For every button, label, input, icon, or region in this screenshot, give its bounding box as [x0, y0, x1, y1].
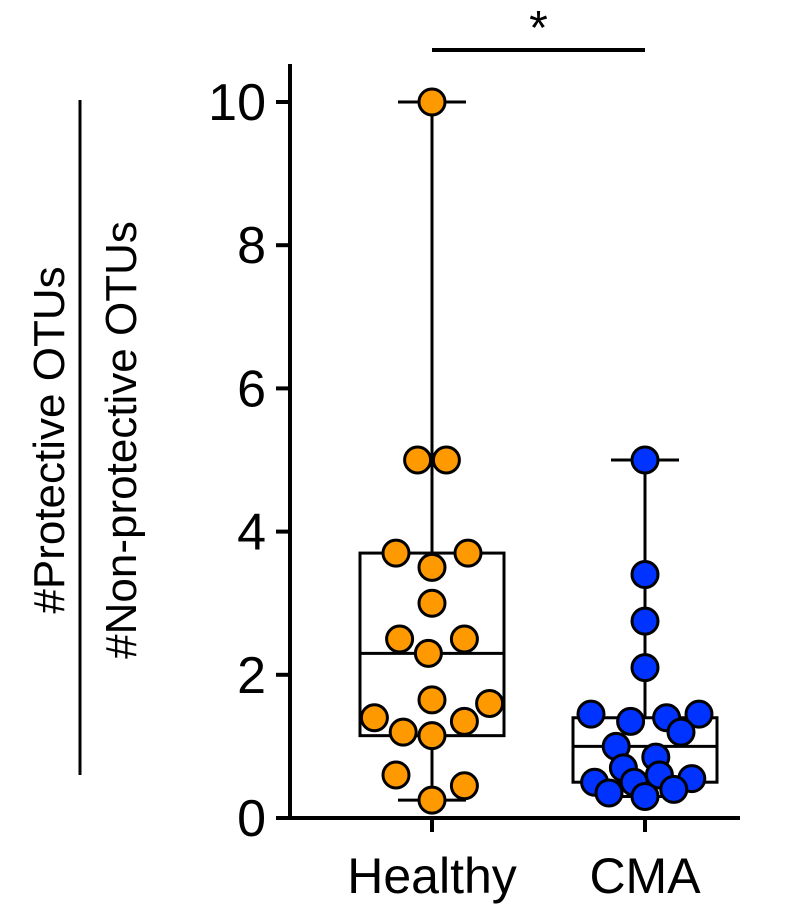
data-point: [616, 706, 646, 736]
y-tick-label: 8: [237, 217, 266, 275]
data-point: [381, 760, 411, 790]
y-tick-label: 10: [208, 74, 266, 132]
data-point: [417, 785, 447, 815]
data-point: [666, 717, 696, 747]
data-points: [359, 87, 714, 815]
data-point: [417, 588, 447, 618]
data-point: [449, 624, 479, 654]
data-point: [449, 706, 479, 736]
y-tick-label: 0: [237, 790, 266, 848]
y-tick-label: 6: [237, 360, 266, 418]
y-axis-label-denominator: #Non-protective OTUs: [97, 221, 146, 659]
data-point: [417, 685, 447, 715]
data-point: [403, 445, 433, 475]
data-point: [576, 699, 606, 729]
data-point: [630, 560, 660, 590]
data-point: [381, 538, 411, 568]
data-point: [475, 688, 505, 718]
significance-label: *: [529, 2, 548, 55]
y-tick-label: 2: [237, 647, 266, 705]
axes: 0 2 4 6 8 10 Healthy CMA: [208, 64, 740, 904]
data-point: [630, 782, 660, 812]
data-point: [388, 717, 418, 747]
data-point: [453, 538, 483, 568]
data-point: [630, 606, 660, 636]
y-tick-label: 4: [237, 504, 266, 562]
data-point: [684, 699, 714, 729]
data-point: [417, 87, 447, 117]
data-point: [359, 703, 389, 733]
y-axis-label-numerator: #Protective OTUs: [25, 266, 74, 613]
x-category-label: Healthy: [347, 848, 517, 904]
significance-bracket: *: [432, 2, 645, 55]
y-axis-label: #Protective OTUs #Non-protective OTUs: [25, 100, 146, 775]
data-point: [449, 771, 479, 801]
data-point: [630, 653, 660, 683]
data-point: [630, 445, 660, 475]
data-point: [659, 774, 689, 804]
data-point: [431, 445, 461, 475]
data-point: [417, 721, 447, 751]
data-point: [413, 638, 443, 668]
x-category-label: CMA: [589, 848, 701, 904]
data-point: [385, 624, 415, 654]
data-point: [417, 552, 447, 582]
data-point: [594, 778, 624, 808]
